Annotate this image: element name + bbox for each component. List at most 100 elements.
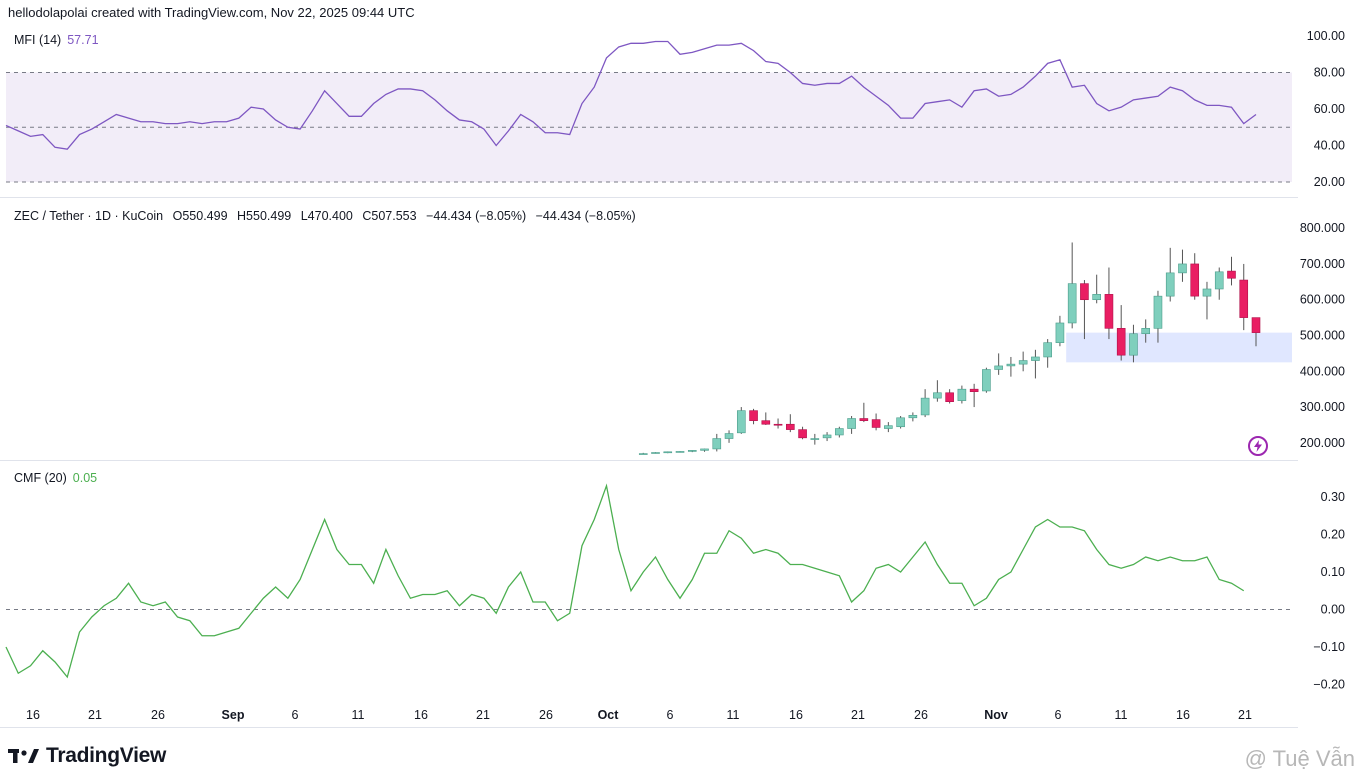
candle — [822, 434, 832, 439]
candle — [1104, 294, 1114, 329]
mfi-tick-label: 80.00 — [1314, 66, 1345, 80]
candle — [773, 423, 783, 426]
time-tick-label: 6 — [292, 708, 299, 722]
candle — [1251, 317, 1261, 333]
candle — [786, 423, 795, 430]
candle — [994, 365, 1003, 370]
time-axis[interactable]: 16 21 26 Sep 6 11 16 21 26 Oct 6 11 16 21 26 Nov 6 11 16 21 — [26, 708, 1252, 722]
candle — [1141, 328, 1151, 335]
cmf-legend[interactable]: CMF (20) 0.05 — [14, 471, 97, 485]
mfi-label: MFI (14) — [14, 33, 62, 47]
time-tick-label: Oct — [598, 708, 620, 722]
candle — [1067, 283, 1077, 324]
mfi-line — [5, 40, 1257, 150]
price-tick-label: 400.000 — [1300, 364, 1345, 378]
candle — [1178, 263, 1187, 274]
candle — [859, 418, 869, 421]
candle — [871, 419, 881, 428]
candle — [1006, 363, 1016, 367]
candle — [1239, 279, 1249, 318]
candle — [724, 433, 734, 439]
candle — [920, 397, 930, 416]
cmf-tick-label: −0.10 — [1313, 640, 1345, 654]
candle — [675, 451, 685, 453]
time-tick-label: 11 — [1115, 708, 1128, 722]
time-tick-label: 6 — [1055, 708, 1062, 722]
time-tick-label: 21 — [851, 708, 865, 722]
low-value: L470.400 — [300, 209, 353, 223]
candle — [1227, 270, 1236, 279]
candle — [945, 392, 954, 402]
price-tick-label: 300.000 — [1300, 400, 1345, 414]
chart-header: hellodolapolai created with TradingView.… — [8, 5, 415, 20]
cmf-pane[interactable]: 0.30 0.20 0.10 0.00 −0.10 −0.20 — [5, 483, 1345, 692]
time-axis-border — [0, 727, 1298, 728]
cmf-tick-label: −0.20 — [1313, 678, 1345, 692]
candle — [1055, 322, 1065, 343]
cmf-value: 0.05 — [72, 471, 98, 485]
pane-separator-top[interactable] — [0, 197, 1298, 198]
cmf-tick-label: 0.10 — [1321, 565, 1345, 579]
candle — [847, 418, 856, 429]
price-tick-label: 500.000 — [1300, 329, 1345, 343]
time-tick-label: Sep — [222, 708, 245, 722]
candle — [1043, 342, 1052, 358]
time-tick-label: 11 — [727, 708, 740, 722]
symbol-label: ZEC / Tether · 1D · KuCoin — [14, 209, 164, 223]
logo-text: TradingView — [46, 744, 167, 767]
candle — [957, 388, 967, 401]
time-tick-label: 16 — [26, 708, 40, 722]
candle — [884, 425, 893, 429]
pane-separator-bottom[interactable] — [0, 460, 1298, 461]
time-tick-label: 26 — [914, 708, 928, 722]
price-legend[interactable]: ZEC / Tether · 1D · KuCoin O550.499 H550… — [14, 209, 636, 223]
candle — [908, 414, 918, 419]
tradingview-logo[interactable]: TradingView — [8, 744, 166, 768]
mfi-legend[interactable]: MFI (14) 57.71 — [14, 33, 99, 47]
close-value: C507.553 — [362, 209, 417, 223]
watermark-text: @ Tuệ Vẫn — [1244, 746, 1355, 771]
time-tick-label: Nov — [984, 708, 1008, 722]
candle — [810, 438, 820, 440]
candle — [1080, 283, 1089, 301]
cmf-tick-label: 0.30 — [1321, 490, 1345, 504]
watermark: @ Tuệ Vẫn — [1245, 746, 1355, 772]
candle — [1190, 263, 1200, 297]
change-value-2: −44.434 (−8.05%) — [535, 209, 636, 223]
open-value: O550.499 — [172, 209, 228, 223]
candle — [896, 417, 905, 428]
candle — [1018, 360, 1028, 365]
price-tick-label: 600.000 — [1300, 293, 1345, 307]
time-tick-label: 26 — [539, 708, 553, 722]
cmf-line — [5, 483, 1245, 679]
candle — [798, 429, 807, 439]
mfi-tick-label: 60.00 — [1314, 102, 1345, 116]
candle — [933, 392, 942, 399]
lightning-icon[interactable] — [1248, 436, 1268, 456]
mfi-tick-label: 20.00 — [1314, 175, 1345, 189]
candle — [749, 410, 758, 421]
candle — [982, 369, 991, 392]
price-tick-label: 800.000 — [1300, 221, 1345, 235]
time-tick-label: 16 — [789, 708, 803, 722]
price-tick-label: 200.000 — [1300, 436, 1345, 450]
candle — [736, 410, 746, 434]
candle — [1116, 328, 1126, 356]
candle — [761, 420, 771, 425]
candle — [638, 453, 648, 455]
mfi-value: 57.71 — [67, 33, 99, 47]
candle — [1153, 295, 1163, 329]
candle — [1129, 333, 1138, 356]
time-tick-label: 21 — [476, 708, 490, 722]
mfi-tick-label: 40.00 — [1314, 139, 1345, 153]
time-tick-label: 21 — [88, 708, 102, 722]
candle — [835, 428, 844, 436]
mfi-pane[interactable]: 100.00 80.00 60.00 40.00 20.00 — [5, 29, 1345, 189]
candle — [1214, 271, 1224, 290]
time-tick-label: 16 — [414, 708, 428, 722]
price-pane[interactable]: 800.000 700.000 600.000 500.000 400.000 300.0… — [638, 221, 1345, 455]
candle — [687, 450, 697, 452]
tradingview-logo-icon — [8, 749, 39, 763]
time-tick-label: 21 — [1238, 708, 1252, 722]
